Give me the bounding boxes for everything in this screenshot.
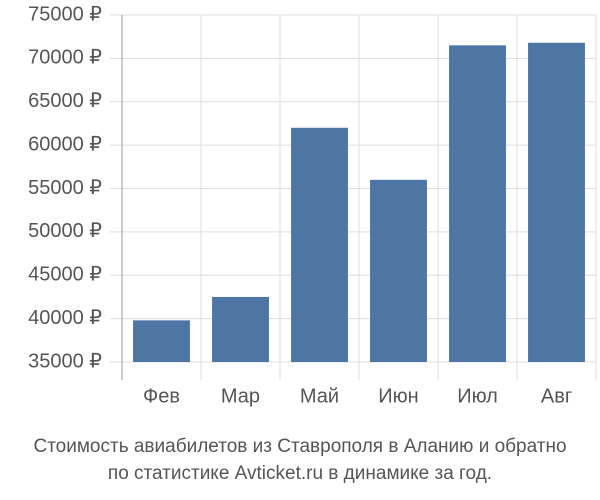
chart-subtitle: по статистике Avticket.ru в динамике за … bbox=[108, 463, 492, 484]
x-tick-label: Июл bbox=[457, 385, 498, 407]
y-tick-label: 55000 ₽ bbox=[28, 177, 102, 199]
x-tick-label: Авг bbox=[541, 385, 572, 407]
y-tick-label: 50000 ₽ bbox=[28, 220, 102, 242]
y-tick-label: 70000 ₽ bbox=[28, 47, 102, 69]
x-tick-label: Фев bbox=[143, 385, 180, 407]
y-tick-label: 40000 ₽ bbox=[28, 307, 102, 329]
y-tick-label: 60000 ₽ bbox=[28, 133, 102, 155]
bar bbox=[291, 127, 348, 363]
y-tick-label: 45000 ₽ bbox=[28, 264, 102, 286]
bar bbox=[133, 320, 190, 362]
x-tick-label: Май bbox=[300, 385, 339, 407]
x-tick-label: Июн bbox=[378, 385, 418, 407]
x-tick-label: Мар bbox=[221, 385, 260, 407]
y-tick-label: 65000 ₽ bbox=[28, 90, 102, 112]
bar bbox=[212, 296, 269, 362]
bar bbox=[528, 42, 585, 362]
bar bbox=[370, 179, 427, 362]
chart-title: Стоимость авиабилетов из Ставрополя в Ал… bbox=[33, 436, 566, 457]
y-tick-label: 35000 ₽ bbox=[28, 350, 102, 372]
bar bbox=[449, 45, 506, 363]
y-tick-label: 75000 ₽ bbox=[28, 3, 102, 25]
